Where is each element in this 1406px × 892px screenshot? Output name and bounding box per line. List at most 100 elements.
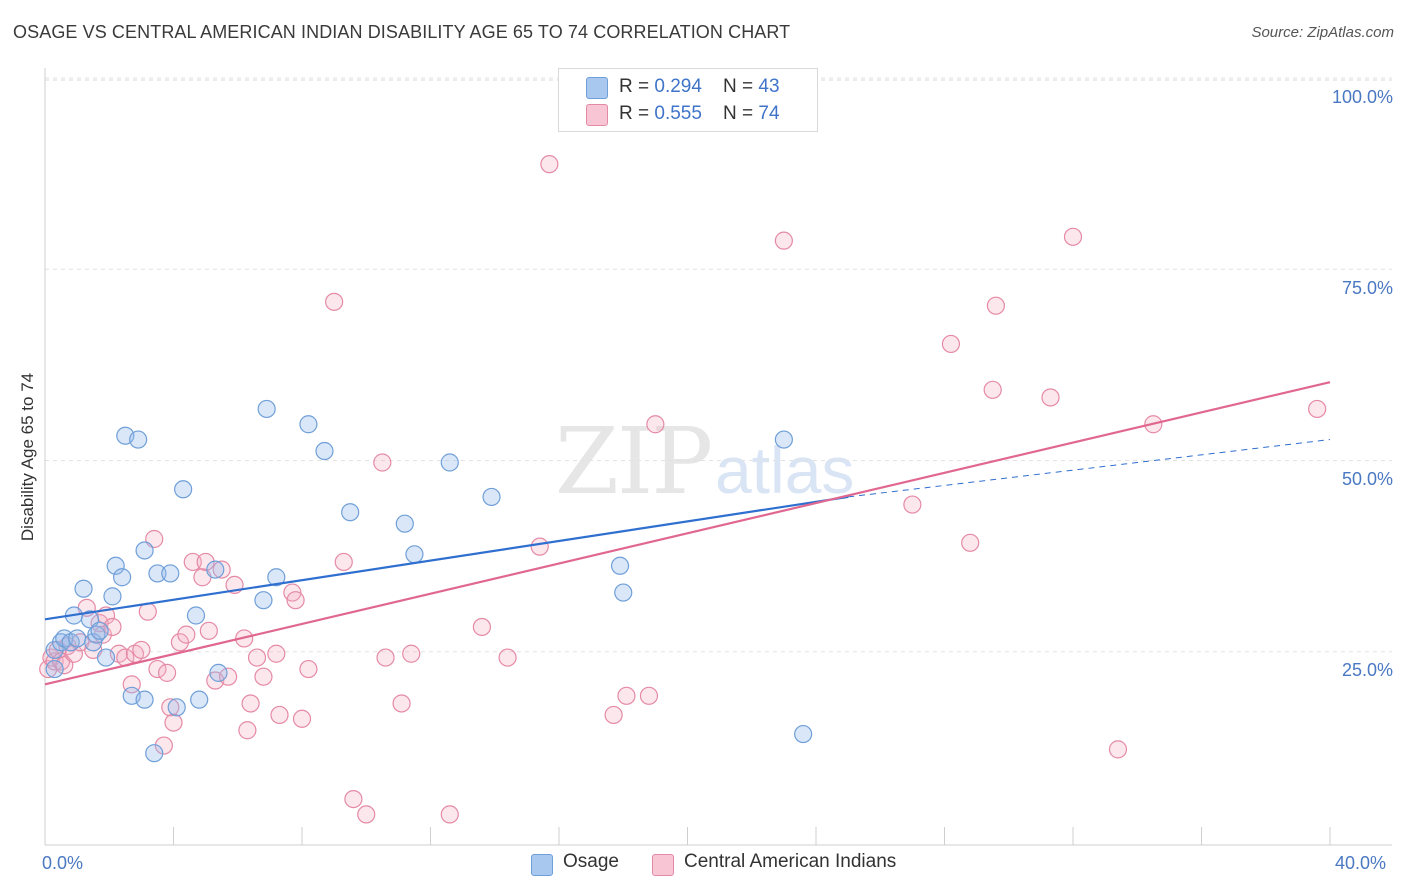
osage-trend-line	[44, 495, 849, 621]
cai-point-26	[164, 713, 183, 732]
x-tick-min: 0.0%	[42, 853, 84, 873]
cai-point-57	[472, 617, 491, 637]
legend-n-label: N =	[723, 103, 759, 124]
osage-point-20	[135, 541, 154, 560]
cai-point-48	[325, 292, 344, 311]
osage-point-14	[106, 556, 125, 575]
osage-point-31	[257, 399, 276, 419]
osage-point-40	[610, 556, 630, 575]
cai-point-71	[1041, 388, 1060, 407]
legend-swatch-cai	[652, 854, 674, 876]
osage-point-1	[45, 659, 64, 679]
cai-point-63	[639, 686, 659, 705]
cai-point-58	[498, 648, 517, 667]
cai-point-68	[961, 533, 980, 552]
osage-trend-extension	[848, 439, 1331, 498]
legend-n-label: N =	[723, 76, 759, 97]
x-tick-max: 40.0%	[1335, 853, 1387, 873]
legend-swatch-osage	[586, 77, 608, 99]
y-tick-25: 25.0%	[1341, 660, 1393, 680]
cai-point-51	[357, 805, 376, 824]
cai-point-62	[617, 686, 636, 705]
cai-point-41	[254, 667, 273, 686]
legend-label-cai: Central American Indians	[684, 851, 897, 872]
cai-point-64	[646, 415, 665, 434]
osage-point-29	[209, 663, 228, 682]
cai-point-38	[238, 721, 257, 740]
series-central-american-indians	[39, 155, 1327, 824]
osage-point-13	[103, 587, 122, 606]
legend-r-value-cai: 0.555	[654, 103, 702, 124]
legend-row-osage: R = 0.294 N = 43	[559, 76, 817, 100]
cai-point-53	[376, 648, 395, 667]
osage-point-32	[267, 568, 286, 587]
cai-point-69	[983, 380, 1002, 399]
osage-point-41	[614, 583, 633, 602]
cai-point-61	[604, 705, 623, 725]
legend-swatch-osage	[531, 854, 553, 876]
cai-point-42	[267, 644, 286, 663]
cai-point-45	[286, 591, 305, 610]
cai-point-7	[64, 644, 84, 663]
cai-point-67	[941, 334, 961, 354]
grid-lines	[45, 77, 1392, 653]
y-tick-100: 100.0%	[1331, 87, 1393, 107]
legend-n-value-cai: 74	[758, 103, 780, 124]
cai-point-66	[903, 495, 922, 514]
osage-point-15	[112, 568, 132, 587]
osage-point-23	[161, 564, 180, 583]
osage-point-30	[254, 591, 273, 610]
trend-lines	[44, 381, 1331, 686]
cai-point-56	[440, 805, 459, 824]
osage-point-39	[482, 487, 501, 507]
series-osage	[45, 399, 813, 763]
osage-point-21	[145, 744, 164, 763]
y-tick-50: 50.0%	[1341, 469, 1393, 489]
osage-point-7	[74, 579, 93, 598]
cai-point-31	[196, 552, 215, 572]
cai-point-55	[402, 644, 421, 663]
osage-point-33	[299, 415, 318, 434]
cai-point-50	[344, 789, 363, 809]
osage-point-22	[148, 564, 167, 583]
cai-point-20	[138, 602, 157, 621]
osage-point-6	[68, 629, 87, 648]
watermark-atlas: atlas	[715, 433, 855, 507]
legend-stats: R = 0.294 N = 43 R = 0.555 N = 74	[558, 68, 818, 132]
cai-point-29	[183, 552, 202, 572]
cai-point-47	[299, 659, 318, 679]
legend-r-label: R =	[619, 103, 655, 124]
cai-point-49	[334, 552, 353, 572]
osage-point-12	[96, 648, 116, 667]
osage-point-43	[794, 724, 813, 744]
osage-point-24	[167, 698, 186, 717]
cai-trend-line	[44, 381, 1331, 686]
legend-label-osage: Osage	[563, 851, 619, 872]
cai-point-25	[161, 698, 180, 717]
cai-point-59	[530, 537, 549, 556]
cai-point-35	[219, 667, 238, 686]
cai-point-34	[212, 560, 231, 579]
cai-point-19	[132, 640, 151, 660]
cai-point-72	[1063, 227, 1083, 246]
osage-point-37	[405, 545, 424, 564]
osage-point-36	[395, 514, 414, 533]
cai-point-46	[292, 709, 312, 728]
osage-point-26	[186, 606, 206, 625]
osage-point-34	[315, 441, 334, 461]
y-tick-75: 75.0%	[1341, 278, 1393, 298]
osage-point-27	[190, 690, 209, 709]
osage-point-38	[440, 453, 459, 472]
legend-r-label: R =	[619, 76, 655, 97]
cai-point-22	[148, 659, 167, 679]
cai-point-23	[154, 736, 173, 755]
cai-point-28	[177, 625, 196, 644]
osage-point-18	[129, 430, 148, 449]
chart-title: OSAGE VS CENTRAL AMERICAN INDIAN DISABIL…	[13, 22, 791, 42]
legend-row-cai: R = 0.555 N = 74	[559, 103, 817, 127]
osage-point-35	[341, 503, 360, 522]
watermark-zip: ZIP	[555, 408, 713, 515]
osage-point-25	[174, 480, 193, 499]
axes	[44, 68, 1392, 846]
